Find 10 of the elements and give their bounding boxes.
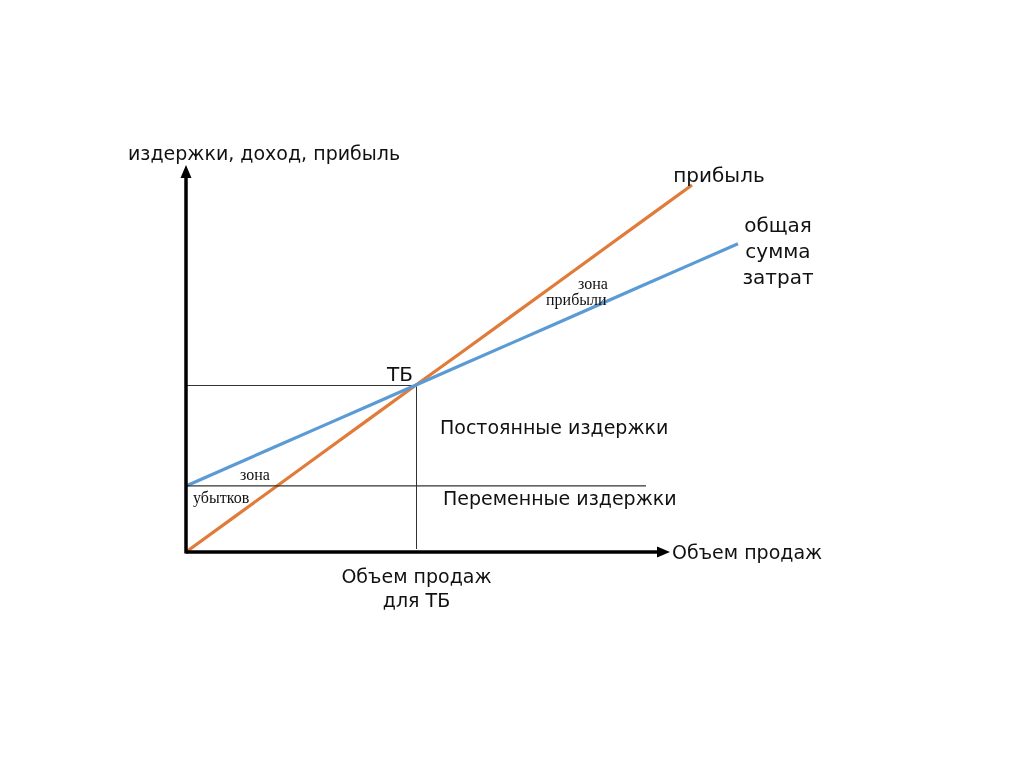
series-label: прибыль — [673, 163, 765, 187]
annotation: зона убытков — [193, 466, 270, 507]
ref-line-label: ТБ — [386, 361, 413, 386]
annotation: Постоянные издержки — [440, 416, 669, 438]
annotation: зона прибыли — [546, 275, 608, 309]
y-axis-title: издержки, доход, прибыль — [128, 142, 401, 164]
annotation: Переменные издержки — [443, 487, 677, 509]
series-label: общая сумма затрат — [742, 212, 814, 289]
x-axis-title: Объем продаж — [672, 541, 823, 563]
text: Объем продаж для ТБ — [341, 565, 492, 611]
